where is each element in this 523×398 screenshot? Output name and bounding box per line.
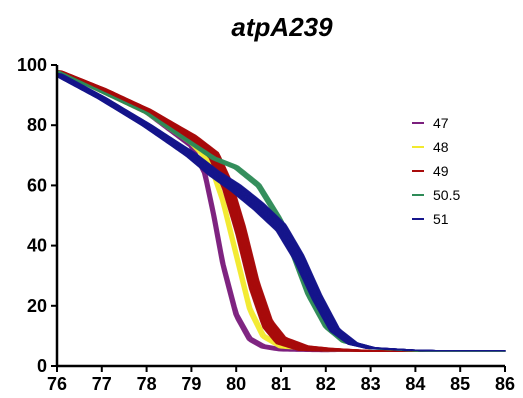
y-tick-label: 20 xyxy=(27,296,47,316)
x-tick-label: 84 xyxy=(405,374,425,394)
x-tick-label: 83 xyxy=(361,374,381,394)
series-51-trace xyxy=(56,73,506,352)
x-tick-label: 76 xyxy=(47,374,67,394)
x-tick-label: 78 xyxy=(137,374,157,394)
legend-label: 50.5 xyxy=(433,187,460,203)
legend: 47 48 49 50.5 51 xyxy=(412,115,460,227)
y-tick-label: 100 xyxy=(17,55,47,75)
legend-item-50.5: 50.5 xyxy=(412,187,460,203)
x-tick-label: 85 xyxy=(450,374,470,394)
legend-item-47: 47 xyxy=(412,115,449,131)
legend-item-51: 51 xyxy=(412,211,449,227)
y-tick-label: 80 xyxy=(27,115,47,135)
y-tick-label: 40 xyxy=(27,236,47,256)
y-tick-label: 0 xyxy=(37,356,47,376)
axes: 0 20 40 60 80 100 76 77 78 79 80 81 82 83 84 85 86 xyxy=(17,55,515,394)
x-tick-label: 77 xyxy=(92,374,112,394)
x-tick-label: 81 xyxy=(271,374,291,394)
x-tick-label: 80 xyxy=(226,374,246,394)
plot-area xyxy=(56,70,506,353)
series-51-curves xyxy=(56,73,506,352)
legend-item-48: 48 xyxy=(412,139,449,155)
legend-label: 49 xyxy=(433,163,449,179)
x-tick-label: 86 xyxy=(495,374,515,394)
legend-label: 47 xyxy=(433,115,449,131)
legend-label: 48 xyxy=(433,139,449,155)
chart-title: atpA239 xyxy=(231,12,333,42)
legend-label: 51 xyxy=(433,211,449,227)
x-tick-label: 79 xyxy=(181,374,201,394)
x-tick-label: 82 xyxy=(316,374,336,394)
legend-item-49: 49 xyxy=(412,163,449,179)
y-tick-label: 60 xyxy=(27,175,47,195)
